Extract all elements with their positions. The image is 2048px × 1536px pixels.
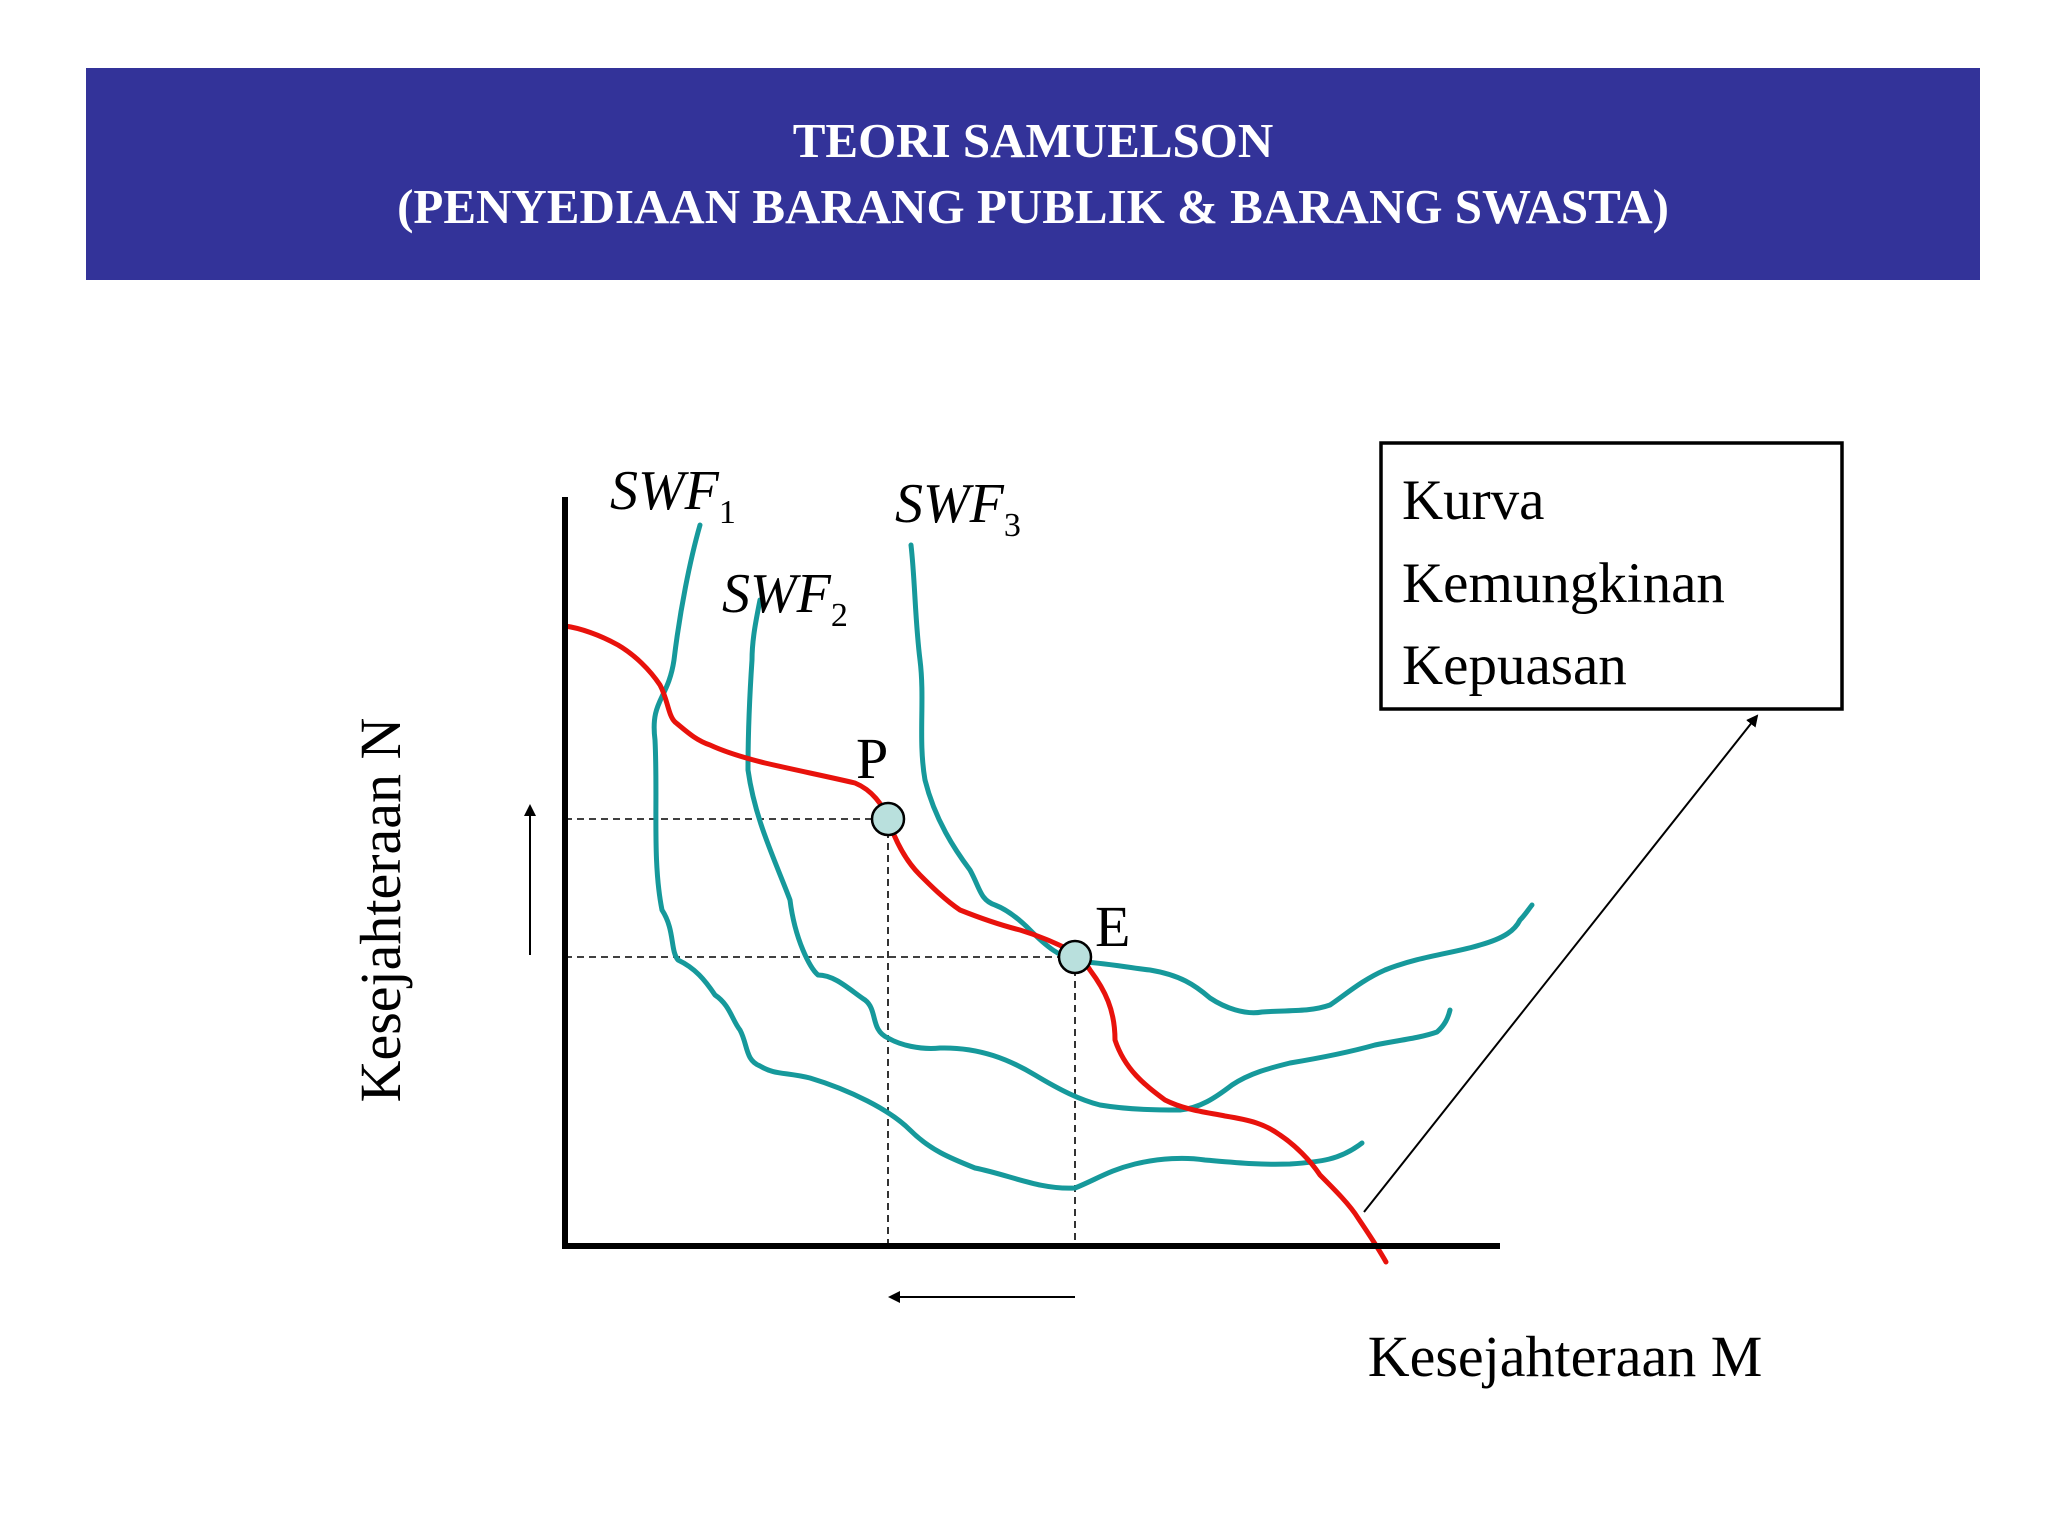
y-axis-label: Kesejahteraan N [348,718,413,1103]
swf2-curve [745,597,1453,1113]
title-line-2: (PENYEDIAAN BARANG PUBLIK & BARANG SWAST… [397,179,1669,234]
swf2-label-base: SWF [722,563,832,625]
swf3-label: SWF3 [895,473,1021,544]
swf1-label-base: SWF [610,460,720,522]
point-p [870,801,906,837]
swf1-label-subscript: 1 [719,494,736,531]
title-banner: TEORI SAMUELSON (PENYEDIAAN BARANG PUBLI… [86,68,1980,280]
legend-line-2: Kemungkinan [1402,552,1725,615]
legend-line-3: Kepuasan [1402,634,1627,697]
swf2-label: SWF2 [722,563,848,634]
point-e [1057,939,1093,975]
point-p-label: P [856,726,888,791]
legend-pointer-arrow [1363,714,1759,1213]
satisfaction-possibility-curve [562,623,1389,1265]
title-line-1: TEORI SAMUELSON [792,113,1274,168]
swf2-label-subscript: 2 [831,597,848,634]
swf3-label-subscript: 3 [1004,507,1021,544]
legend-box [1379,441,1844,711]
swf3-label-base: SWF [895,473,1005,535]
point-e-label: E [1095,894,1130,959]
swf1-label: SWF1 [610,460,736,531]
swf1-curve [651,522,1365,1191]
x-axis-label: Kesejahteraan M [1368,1324,1763,1389]
legend-line-1: Kurva [1402,469,1544,532]
swf3-curve [908,542,1535,1016]
